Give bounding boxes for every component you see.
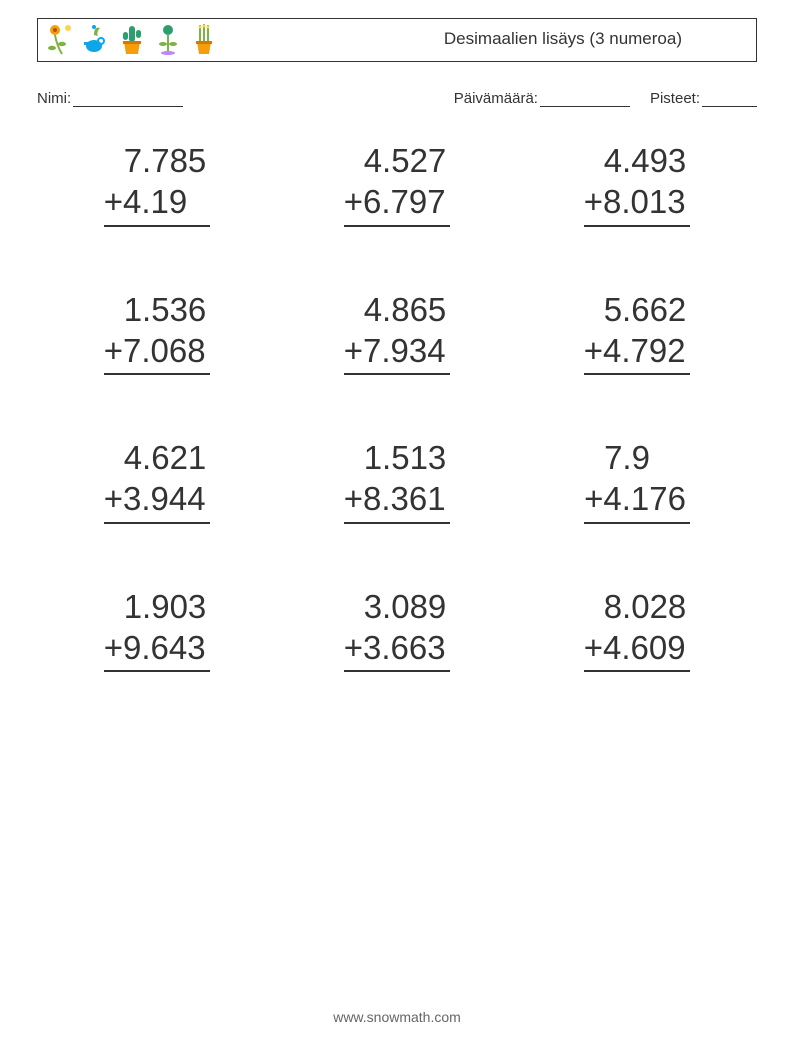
info-line: Nimi: Päivämäärä: Pisteet: [37, 90, 757, 107]
problem-cell: 7.785+4.19 [37, 140, 277, 227]
header-icons [46, 22, 218, 61]
addend-a: 4.865 [344, 289, 451, 330]
flower-icon [46, 22, 74, 61]
problem-cell: 7.9+4.176 [517, 437, 757, 524]
problem-cell: 4.493+8.013 [517, 140, 757, 227]
addend-a: 8.028 [584, 586, 691, 627]
addend-b: 4.19 [123, 183, 187, 220]
operator: + [584, 183, 603, 220]
plant-bulb-icon [154, 22, 182, 61]
addend-a: 7.785 [104, 140, 211, 181]
problem-cell: 8.028+4.609 [517, 586, 757, 673]
problem-cell: 1.536+7.068 [37, 289, 277, 376]
operator: + [344, 629, 363, 666]
addend-b: 4.792 [603, 332, 686, 369]
problem-cell: 5.662+4.792 [517, 289, 757, 376]
operator: + [104, 183, 123, 220]
addend-b: 7.068 [123, 332, 206, 369]
addend-a: 5.662 [584, 289, 691, 330]
addend-b: 8.361 [363, 480, 446, 517]
problem-cell: 3.089+3.663 [277, 586, 517, 673]
operator: + [584, 480, 603, 517]
operator: + [344, 332, 363, 369]
operator: + [104, 480, 123, 517]
date-label: Päivämäärä: [454, 90, 538, 107]
addend-b: 3.663 [363, 629, 446, 666]
addend-b: 4.609 [603, 629, 686, 666]
score-label: Pisteet: [650, 90, 700, 107]
header-box: Desimaalien lisäys (3 numeroa) [37, 18, 757, 62]
problem-cell: 1.513+8.361 [277, 437, 517, 524]
addend-a: 7.9 [584, 437, 690, 478]
name-label: Nimi: [37, 90, 71, 107]
addend-b: 4.176 [603, 480, 686, 517]
addend-b: 6.797 [363, 183, 446, 220]
page-title: Desimaalien lisäys (3 numeroa) [444, 29, 682, 49]
addend-a: 3.089 [344, 586, 451, 627]
problems-grid: 7.785+4.19 4.527+6.797 4.493+8.013 1.536… [37, 140, 757, 672]
addend-b: 3.944 [123, 480, 206, 517]
addend-a: 1.536 [104, 289, 211, 330]
footer-text: www.snowmath.com [0, 1009, 794, 1025]
addend-b: 9.643 [123, 629, 206, 666]
cactus-pot-icon [118, 22, 146, 61]
problem-cell: 4.865+7.934 [277, 289, 517, 376]
problem-cell: 1.903+9.643 [37, 586, 277, 673]
addend-a: 4.621 [104, 437, 211, 478]
operator: + [584, 629, 603, 666]
problem-cell: 4.527+6.797 [277, 140, 517, 227]
operator: + [344, 183, 363, 220]
watering-can-icon [82, 22, 110, 61]
addend-a: 1.513 [344, 437, 451, 478]
operator: + [584, 332, 603, 369]
addend-b: 7.934 [363, 332, 446, 369]
score-blank [702, 90, 757, 107]
operator: + [104, 332, 123, 369]
date-blank [540, 90, 630, 107]
addend-a: 1.903 [104, 586, 211, 627]
operator: + [344, 480, 363, 517]
name-blank [73, 90, 183, 107]
addend-b: 8.013 [603, 183, 686, 220]
wheat-pot-icon [190, 22, 218, 61]
problem-cell: 4.621+3.944 [37, 437, 277, 524]
addend-a: 4.493 [584, 140, 691, 181]
addend-a: 4.527 [344, 140, 451, 181]
operator: + [104, 629, 123, 666]
